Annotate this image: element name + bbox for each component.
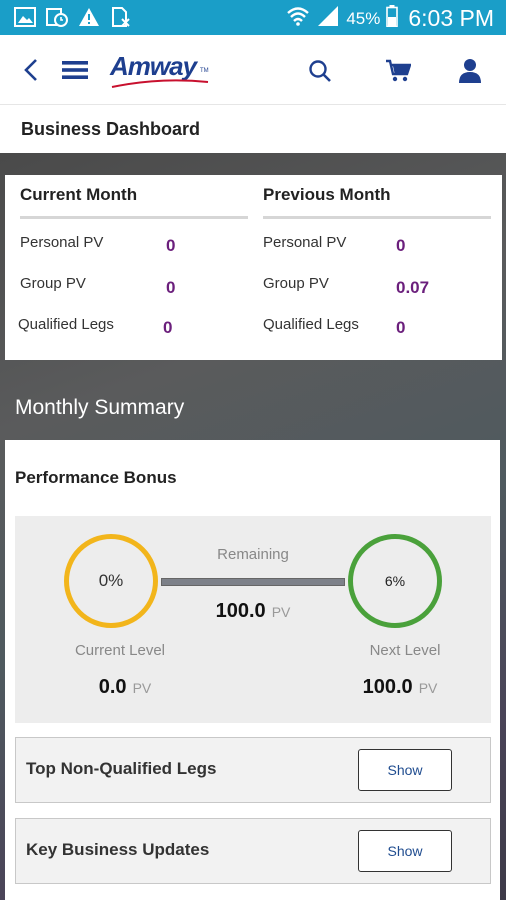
- wifi-icon: [286, 6, 310, 31]
- signal-icon: [316, 5, 340, 32]
- app-header: Amway TM: [0, 35, 506, 105]
- previous-personal-pv-label: Personal PV: [263, 234, 347, 251]
- search-icon[interactable]: [306, 57, 334, 85]
- previous-qualified-legs-value: 0: [396, 318, 406, 337]
- current-level-number: 0.0: [98, 676, 127, 698]
- next-level-unit: PV: [418, 680, 438, 696]
- current-qualified-legs-label: Qualified Legs: [18, 316, 114, 333]
- no-sim-icon: [110, 7, 132, 27]
- current-level-value: 0.0 PV: [55, 676, 195, 699]
- title-bar: Business Dashboard: [0, 105, 506, 153]
- current-percent: 0%: [98, 571, 124, 590]
- amway-logo[interactable]: Amway TM: [110, 51, 220, 91]
- image-icon: [14, 7, 36, 27]
- current-level-unit: PV: [132, 680, 152, 696]
- divider: [263, 216, 491, 219]
- trademark-mark: TM: [200, 68, 209, 74]
- show-key-business-updates-button[interactable]: Show: [358, 830, 452, 872]
- key-business-updates-title: Key Business Updates: [26, 840, 210, 859]
- performance-card: Performance Bonus 0% Remaining 100.0 PV 6…: [5, 440, 500, 900]
- next-level-number: 100.0: [362, 676, 413, 698]
- next-level-ring: 6%: [348, 534, 442, 628]
- current-group-pv-value: 0: [166, 278, 176, 297]
- profile-icon[interactable]: [456, 57, 484, 85]
- current-group-pv-label: Group PV: [20, 275, 86, 292]
- next-level-label: Next Level: [369, 642, 441, 659]
- key-business-updates-row: Key Business Updates Show: [15, 818, 491, 884]
- cart-icon[interactable]: [384, 57, 412, 85]
- remaining-unit: PV: [271, 604, 291, 620]
- status-bar: 45% 6:03 PM: [0, 0, 506, 35]
- page-title: Business Dashboard: [21, 119, 201, 139]
- previous-month-heading: Previous Month: [263, 185, 391, 204]
- alert-icon: [78, 7, 100, 27]
- remaining-progress-bar: [161, 578, 345, 586]
- previous-personal-pv-value: 0: [396, 236, 406, 255]
- previous-group-pv-value: 0.07: [396, 278, 430, 297]
- battery-icon: [386, 5, 399, 32]
- top-non-qualified-legs-row: Top Non-Qualified Legs Show: [15, 737, 491, 803]
- current-personal-pv-value: 0: [166, 236, 176, 255]
- performance-bonus-title: Performance Bonus: [15, 468, 177, 487]
- current-level-label: Current Level: [74, 642, 166, 659]
- logo-swoosh: [111, 79, 209, 88]
- logo-text: Amway: [110, 51, 197, 81]
- next-level-value: 100.0 PV: [330, 676, 470, 699]
- monthly-summary-heading: Monthly Summary: [15, 396, 185, 419]
- next-percent: 6%: [384, 573, 406, 589]
- performance-gauge-panel: 0% Remaining 100.0 PV 6% Current Level 0.…: [15, 516, 491, 723]
- previous-group-pv-label: Group PV: [263, 275, 329, 292]
- clock: 6:03 PM: [408, 5, 494, 31]
- battery-percent: 45%: [346, 8, 381, 28]
- show-top-non-qualified-legs-button[interactable]: Show: [358, 749, 452, 791]
- divider: [20, 216, 248, 219]
- remaining-label: Remaining: [217, 546, 289, 563]
- current-level-ring: 0%: [64, 534, 158, 628]
- menu-icon[interactable]: [60, 57, 90, 83]
- schedule-icon: [46, 7, 68, 27]
- current-month-heading: Current Month: [20, 185, 138, 204]
- top-non-qualified-legs-title: Top Non-Qualified Legs: [26, 759, 217, 778]
- current-qualified-legs-value: 0: [163, 318, 173, 337]
- remaining-value: 100.0 PV: [161, 600, 345, 623]
- back-icon[interactable]: [18, 57, 44, 83]
- previous-qualified-legs-label: Qualified Legs: [263, 316, 359, 333]
- remaining-number: 100.0: [215, 600, 266, 622]
- current-personal-pv-label: Personal PV: [20, 234, 104, 251]
- pv-summary-card: Current Month Personal PV 0 Group PV 0 Q…: [5, 175, 502, 360]
